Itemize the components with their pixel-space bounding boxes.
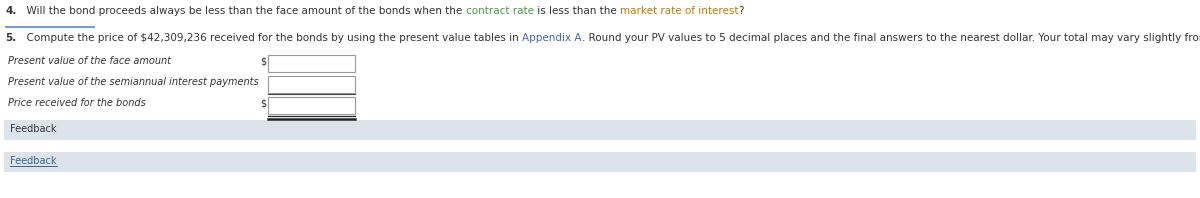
Bar	[268, 97, 355, 114]
Text: Present value of the semiannual interest payments: Present value of the semiannual interest…	[8, 77, 259, 87]
Bar	[268, 55, 355, 72]
Bar	[4, 152, 1196, 172]
Text: . Round your PV values to 5 decimal places and the final answers to the nearest : . Round your PV values to 5 decimal plac…	[582, 33, 1200, 43]
Text: Present value of the face amount: Present value of the face amount	[8, 56, 172, 66]
Text: 4.: 4.	[5, 6, 17, 16]
Text: $: $	[260, 56, 266, 66]
Text: 5.: 5.	[5, 33, 17, 43]
Text: Will the bond proceeds always be less than the face amount of the bonds when the: Will the bond proceeds always be less th…	[20, 6, 466, 16]
Text: Price received for the bonds: Price received for the bonds	[8, 98, 145, 108]
Text: ?: ?	[738, 6, 744, 16]
Text: Appendix A: Appendix A	[522, 33, 582, 43]
Text: Feedback: Feedback	[10, 124, 56, 134]
Text: Compute the price of $42,309,236 received for the bonds by using the present val: Compute the price of $42,309,236 receive…	[20, 33, 522, 43]
Text: $: $	[260, 98, 266, 108]
Text: Feedback: Feedback	[10, 156, 56, 166]
Bar	[4, 120, 1196, 140]
Text: is less than the: is less than the	[534, 6, 619, 16]
Text: contract rate: contract rate	[466, 6, 534, 16]
Bar	[268, 76, 355, 93]
Text: market rate of interest: market rate of interest	[619, 6, 738, 16]
